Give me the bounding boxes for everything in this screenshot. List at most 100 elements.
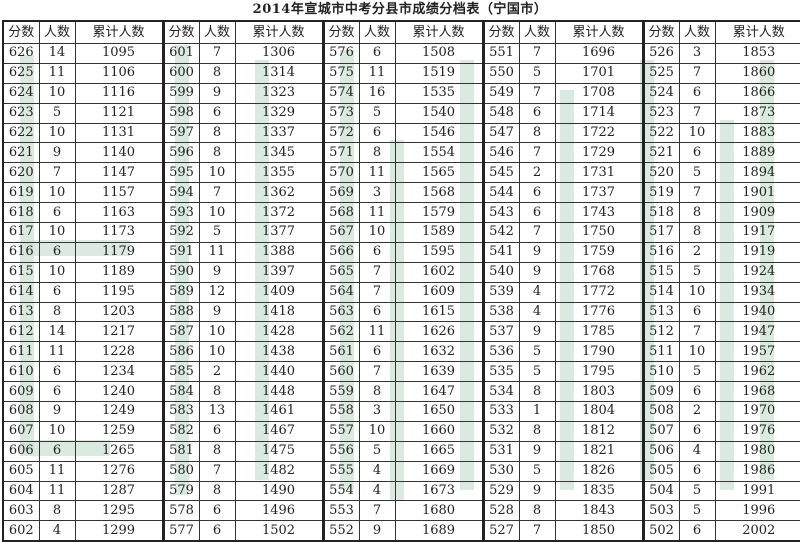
cell-count: 9	[518, 440, 556, 462]
cell-count: 9	[518, 261, 556, 283]
cell-count: 5	[358, 440, 396, 462]
cell-cumulative: 1306	[234, 43, 324, 64]
cell-count: 4	[678, 440, 716, 462]
cell-cumulative: 1461	[234, 401, 324, 422]
cell-count: 6	[198, 500, 236, 522]
cell-score: 555	[321, 460, 360, 482]
cell-cumulative: 2002	[714, 520, 800, 542]
cell-count: 8	[678, 222, 716, 243]
cell-count: 10	[38, 222, 76, 243]
cell-cumulative: 1228	[74, 341, 164, 363]
cell-count: 11	[38, 341, 76, 363]
cell-count: 13	[198, 401, 236, 422]
cell-score: 532	[481, 420, 520, 442]
cell-count: 6	[38, 381, 76, 403]
cell-cumulative: 1821	[554, 440, 644, 462]
cell-score: 554	[321, 480, 360, 502]
cell-cumulative: 1673	[394, 480, 484, 502]
table-row: 618 6 1163 593 10 1372 568 11 1579 543 6 1743 518 8 19…	[2, 202, 800, 224]
header-score: 分数	[161, 20, 200, 44]
cell-score: 529	[481, 480, 520, 502]
table-row: 608 9 1249 583 13 1461 558 3 1650 533 1 1804 508 2 197…	[2, 401, 800, 422]
cell-cumulative: 1909	[714, 202, 800, 224]
cell-score: 516	[641, 241, 680, 263]
cell-score: 541	[481, 241, 520, 263]
cell-score: 570	[321, 162, 360, 184]
cell-cumulative: 1917	[714, 222, 800, 243]
cell-count: 2	[678, 401, 716, 422]
cell-count: 9	[358, 520, 396, 542]
cell-score: 566	[321, 241, 360, 263]
cell-count: 6	[678, 460, 716, 482]
cell-cumulative: 1540	[394, 102, 484, 124]
cell-cumulative: 1860	[714, 62, 800, 84]
table-row: 607 10 1259 582 6 1467 557 10 1660 532 8 1812 507 6 19…	[2, 420, 800, 442]
cell-cumulative: 1947	[714, 321, 800, 343]
cell-score: 551	[481, 43, 520, 64]
cell-score: 540	[481, 261, 520, 283]
cell-score: 580	[161, 460, 200, 482]
cell-score: 611	[2, 341, 40, 363]
header-score: 分数	[321, 20, 360, 44]
table-row: 610 6 1234 585 2 1440 560 7 1639 535 5 1795 510 5 1962	[2, 361, 800, 383]
cell-count: 6	[38, 440, 76, 462]
cell-count: 8	[38, 500, 76, 522]
cell-cumulative: 1276	[74, 460, 164, 482]
cell-cumulative: 1589	[394, 222, 484, 243]
cell-cumulative: 1249	[74, 401, 164, 422]
cell-cumulative: 1669	[394, 460, 484, 482]
cell-cumulative: 1362	[234, 182, 324, 204]
header-row: 分数 人数 累计人数 分数 人数 累计人数 分数 人数 累计人数 分数 人数 累计人数 分数 人数 累计人数	[2, 20, 800, 44]
cell-count: 8	[518, 122, 556, 144]
cell-score: 612	[2, 321, 40, 343]
cell-count: 10	[198, 202, 236, 224]
cell-score: 617	[2, 222, 40, 243]
cell-cumulative: 1962	[714, 361, 800, 383]
cell-count: 10	[38, 420, 76, 442]
cell-score: 528	[481, 500, 520, 522]
header-count: 人数	[198, 20, 236, 44]
cell-cumulative: 1883	[714, 122, 800, 144]
cell-score: 576	[321, 43, 360, 64]
cell-count: 4	[518, 301, 556, 323]
cell-score: 553	[321, 500, 360, 522]
cell-score: 562	[321, 321, 360, 343]
cell-score: 601	[161, 43, 200, 64]
cell-cumulative: 1508	[394, 43, 484, 64]
cell-cumulative: 1502	[234, 520, 324, 542]
cell-cumulative: 1968	[714, 381, 800, 403]
cell-cumulative: 1632	[394, 341, 484, 363]
cell-count: 5	[678, 480, 716, 502]
cell-count: 5	[678, 261, 716, 283]
cell-cumulative: 1602	[394, 261, 484, 283]
cell-cumulative: 1475	[234, 440, 324, 462]
cell-count: 14	[38, 43, 76, 64]
cell-count: 10	[198, 321, 236, 343]
cell-count: 5	[518, 62, 556, 84]
cell-cumulative: 1743	[554, 202, 644, 224]
cell-score: 544	[481, 182, 520, 204]
table-row: 626 14 1095 601 7 1306 576 6 1508 551 7 1696 526 3 185…	[2, 43, 800, 64]
cell-score: 603	[2, 500, 40, 522]
cell-score: 519	[641, 182, 680, 204]
cell-cumulative: 1377	[234, 222, 324, 243]
cell-count: 6	[198, 102, 236, 124]
table-row: 603 8 1295 578 6 1496 553 7 1680 528 8 1843 503 5 1996	[2, 500, 800, 522]
cell-cumulative: 1482	[234, 460, 324, 482]
table-row: 619 10 1157 594 7 1362 569 3 1568 544 6 1737 519 7 190…	[2, 182, 800, 204]
cell-cumulative: 1660	[394, 420, 484, 442]
cell-cumulative: 1722	[554, 122, 644, 144]
cell-count: 7	[518, 43, 556, 64]
cell-score: 511	[641, 341, 680, 363]
cell-count: 10	[38, 261, 76, 283]
cell-score: 513	[641, 301, 680, 323]
header-score: 分数	[481, 20, 520, 44]
cell-score: 552	[321, 520, 360, 542]
cell-cumulative: 1701	[554, 62, 644, 84]
cell-score: 558	[321, 401, 360, 422]
cell-count: 6	[678, 142, 716, 164]
cell-score: 605	[2, 460, 40, 482]
cell-score: 585	[161, 361, 200, 383]
cell-count: 10	[38, 182, 76, 204]
cell-cumulative: 1189	[74, 261, 164, 283]
